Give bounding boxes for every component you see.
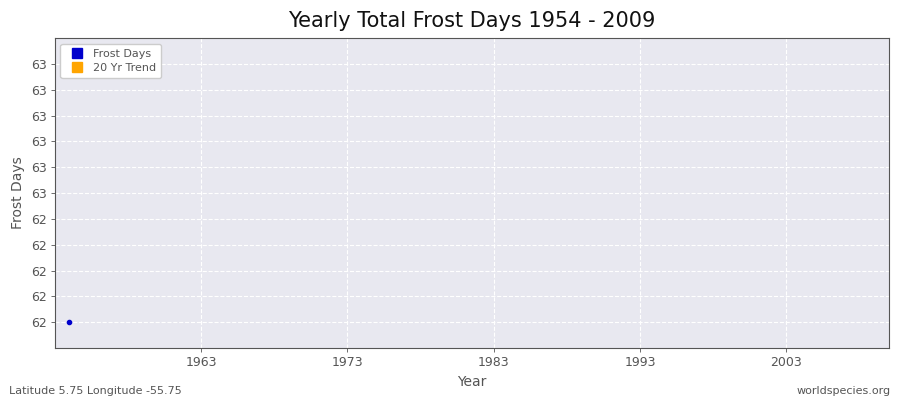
Text: worldspecies.org: worldspecies.org (796, 386, 891, 396)
Text: Latitude 5.75 Longitude -55.75: Latitude 5.75 Longitude -55.75 (9, 386, 182, 396)
Title: Yearly Total Frost Days 1954 - 2009: Yearly Total Frost Days 1954 - 2009 (288, 11, 655, 31)
Y-axis label: Frost Days: Frost Days (11, 157, 25, 230)
Legend: Frost Days, 20 Yr Trend: Frost Days, 20 Yr Trend (60, 44, 161, 78)
X-axis label: Year: Year (457, 375, 487, 389)
